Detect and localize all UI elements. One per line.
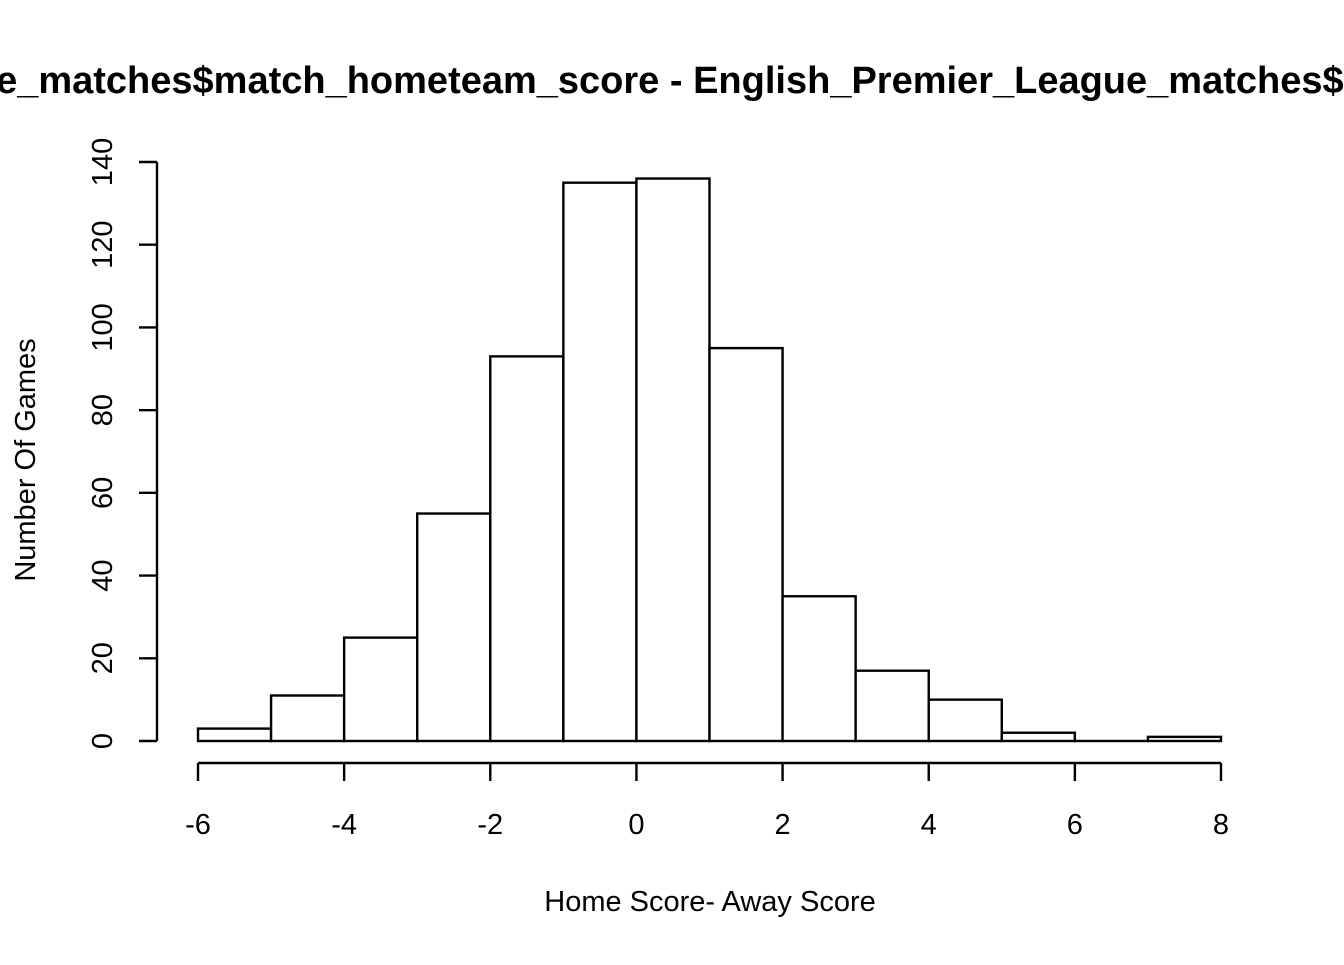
histogram-bar xyxy=(1002,733,1075,741)
histogram-bar xyxy=(490,356,563,741)
x-tick-label: 4 xyxy=(921,809,937,841)
y-tick-label: 100 xyxy=(87,303,119,351)
histogram-bar xyxy=(1148,737,1221,741)
chart-title: English_Premier_League_matches$match_hom… xyxy=(0,60,1344,102)
x-tick-label: -2 xyxy=(477,809,503,841)
y-tick-label: 20 xyxy=(87,642,119,674)
x-tick-label: 6 xyxy=(1067,809,1083,841)
y-tick-label: 40 xyxy=(87,559,119,591)
bars-group xyxy=(198,179,1221,741)
histogram-bar xyxy=(271,696,344,741)
x-tick-label: 2 xyxy=(775,809,791,841)
x-tick-label: 0 xyxy=(628,809,644,841)
histogram-bar xyxy=(563,183,636,741)
y-axis: 0 20 40 60 80 100 120 140 xyxy=(87,138,157,749)
y-tick-label: 120 xyxy=(87,221,119,269)
histogram-bar xyxy=(198,729,271,741)
histogram-bar xyxy=(929,700,1002,741)
x-axis-label: Home Score- Away Score xyxy=(544,886,876,918)
x-tick-label: -4 xyxy=(331,809,357,841)
histogram-bar xyxy=(636,179,709,741)
x-tick-label: -6 xyxy=(185,809,211,841)
x-axis: -6 -4 -2 0 2 4 6 8 xyxy=(185,763,1229,841)
x-tick-label: 8 xyxy=(1213,809,1229,841)
histogram-bar xyxy=(344,638,417,741)
y-tick-label: 0 xyxy=(87,733,119,749)
y-axis-label: Number Of Games xyxy=(10,338,42,581)
y-tick-label: 60 xyxy=(87,477,119,509)
histogram-bar xyxy=(856,671,929,741)
histogram-bar xyxy=(417,514,490,741)
histogram-bar xyxy=(783,596,856,741)
y-tick-label: 140 xyxy=(87,138,119,186)
y-tick-label: 80 xyxy=(87,394,119,426)
histogram-bar xyxy=(710,348,783,741)
